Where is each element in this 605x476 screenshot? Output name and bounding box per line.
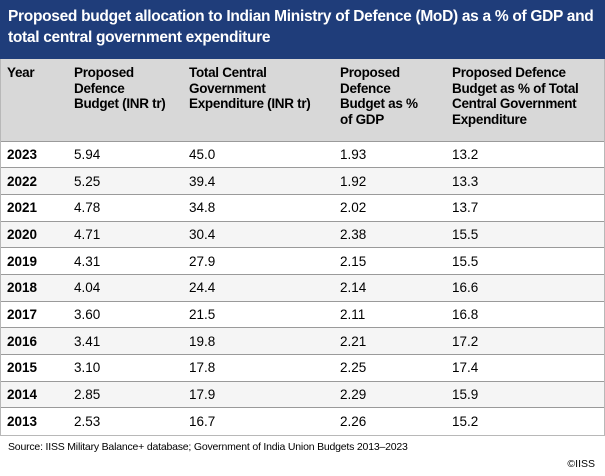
cell-total-central-expenditure: 24.4 <box>174 274 325 302</box>
cell-budget-pct-expenditure: 13.3 <box>437 167 604 195</box>
cell-total-central-expenditure: 16.7 <box>174 407 325 435</box>
cell-budget-pct-expenditure: 15.2 <box>437 407 604 435</box>
cell-proposed-defence-budget: 4.71 <box>59 221 174 249</box>
cell-proposed-defence-budget: 3.10 <box>59 354 174 382</box>
table-row: 2015 3.10 17.8 2.25 17.4 <box>1 354 604 382</box>
cell-proposed-defence-budget: 4.04 <box>59 274 174 302</box>
cell-proposed-defence-budget: 3.41 <box>59 327 174 355</box>
table-row: 2014 2.85 17.9 2.29 15.9 <box>1 381 604 409</box>
cell-total-central-expenditure: 39.4 <box>174 167 325 195</box>
cell-proposed-defence-budget: 5.94 <box>59 141 174 169</box>
cell-proposed-defence-budget: 2.85 <box>59 381 174 409</box>
cell-total-central-expenditure: 19.8 <box>174 327 325 355</box>
cell-proposed-defence-budget: 4.31 <box>59 247 174 275</box>
cell-budget-pct-expenditure: 16.6 <box>437 274 604 302</box>
header-budget-pct-gdp: Proposed Defence Budget as % of GDP <box>325 59 437 142</box>
header-budget-pct-expenditure: Proposed Defence Budget as % of Total Ce… <box>437 59 604 142</box>
cell-year: 2018 <box>1 274 59 302</box>
cell-budget-pct-expenditure: 13.2 <box>437 141 604 169</box>
cell-proposed-defence-budget: 5.25 <box>59 167 174 195</box>
cell-budget-pct-gdp: 2.38 <box>325 221 437 249</box>
cell-budget-pct-expenditure: 15.9 <box>437 381 604 409</box>
cell-year: 2019 <box>1 247 59 275</box>
table-row: 2013 2.53 16.7 2.26 15.2 <box>1 407 604 435</box>
cell-total-central-expenditure: 45.0 <box>174 141 325 169</box>
cell-budget-pct-gdp: 2.21 <box>325 327 437 355</box>
header-proposed-defence-budget: Proposed Defence Budget (INR tr) <box>59 59 174 142</box>
table-row: 2020 4.71 30.4 2.38 15.5 <box>1 221 604 249</box>
cell-budget-pct-gdp: 2.26 <box>325 407 437 435</box>
table-row: 2016 3.41 19.8 2.21 17.2 <box>1 327 604 355</box>
cell-proposed-defence-budget: 3.60 <box>59 301 174 329</box>
data-table-container: Year Proposed Defence Budget (INR tr) To… <box>0 59 605 436</box>
data-table: Year Proposed Defence Budget (INR tr) To… <box>1 59 604 435</box>
title-bar: Proposed budget allocation to Indian Min… <box>0 0 605 59</box>
cell-budget-pct-gdp: 1.93 <box>325 141 437 169</box>
cell-year: 2015 <box>1 354 59 382</box>
cell-budget-pct-gdp: 1.92 <box>325 167 437 195</box>
cell-year: 2022 <box>1 167 59 195</box>
cell-budget-pct-expenditure: 16.8 <box>437 301 604 329</box>
cell-proposed-defence-budget: 4.78 <box>59 194 174 222</box>
cell-total-central-expenditure: 17.9 <box>174 381 325 409</box>
cell-budget-pct-gdp: 2.15 <box>325 247 437 275</box>
cell-year: 2023 <box>1 141 59 169</box>
header-row: Year Proposed Defence Budget (INR tr) To… <box>1 59 604 142</box>
cell-budget-pct-expenditure: 17.2 <box>437 327 604 355</box>
cell-budget-pct-gdp: 2.02 <box>325 194 437 222</box>
cell-budget-pct-expenditure: 15.5 <box>437 247 604 275</box>
cell-total-central-expenditure: 34.8 <box>174 194 325 222</box>
cell-year: 2020 <box>1 221 59 249</box>
cell-year: 2021 <box>1 194 59 222</box>
copyright-notice: ©IISS <box>567 458 595 470</box>
cell-budget-pct-expenditure: 15.5 <box>437 221 604 249</box>
page-title: Proposed budget allocation to Indian Min… <box>8 8 594 46</box>
source-note: Source: IISS Military Balance+ database;… <box>8 441 408 453</box>
cell-budget-pct-gdp: 2.29 <box>325 381 437 409</box>
header-total-central-expenditure: Total Central Government Expenditure (IN… <box>174 59 325 142</box>
cell-proposed-defence-budget: 2.53 <box>59 407 174 435</box>
cell-budget-pct-gdp: 2.14 <box>325 274 437 302</box>
header-year: Year <box>1 59 59 142</box>
cell-budget-pct-expenditure: 17.4 <box>437 354 604 382</box>
cell-budget-pct-gdp: 2.11 <box>325 301 437 329</box>
cell-total-central-expenditure: 17.8 <box>174 354 325 382</box>
table-row: 2022 5.25 39.4 1.92 13.3 <box>1 167 604 195</box>
cell-total-central-expenditure: 27.9 <box>174 247 325 275</box>
cell-year: 2017 <box>1 301 59 329</box>
cell-total-central-expenditure: 21.5 <box>174 301 325 329</box>
table-header: Year Proposed Defence Budget (INR tr) To… <box>1 59 604 142</box>
table-row: 2021 4.78 34.8 2.02 13.7 <box>1 194 604 222</box>
table-row: 2023 5.94 45.0 1.93 13.2 <box>1 141 604 169</box>
table-row: 2017 3.60 21.5 2.11 16.8 <box>1 301 604 329</box>
cell-total-central-expenditure: 30.4 <box>174 221 325 249</box>
table-body: 2023 5.94 45.0 1.93 13.2 2022 5.25 39.4 1.92 13.3… <box>1 141 604 435</box>
cell-budget-pct-expenditure: 13.7 <box>437 194 604 222</box>
cell-budget-pct-gdp: 2.25 <box>325 354 437 382</box>
table-row: 2018 4.04 24.4 2.14 16.6 <box>1 274 604 302</box>
cell-year: 2014 <box>1 381 59 409</box>
cell-year: 2016 <box>1 327 59 355</box>
table-row: 2019 4.31 27.9 2.15 15.5 <box>1 247 604 275</box>
cell-year: 2013 <box>1 407 59 435</box>
